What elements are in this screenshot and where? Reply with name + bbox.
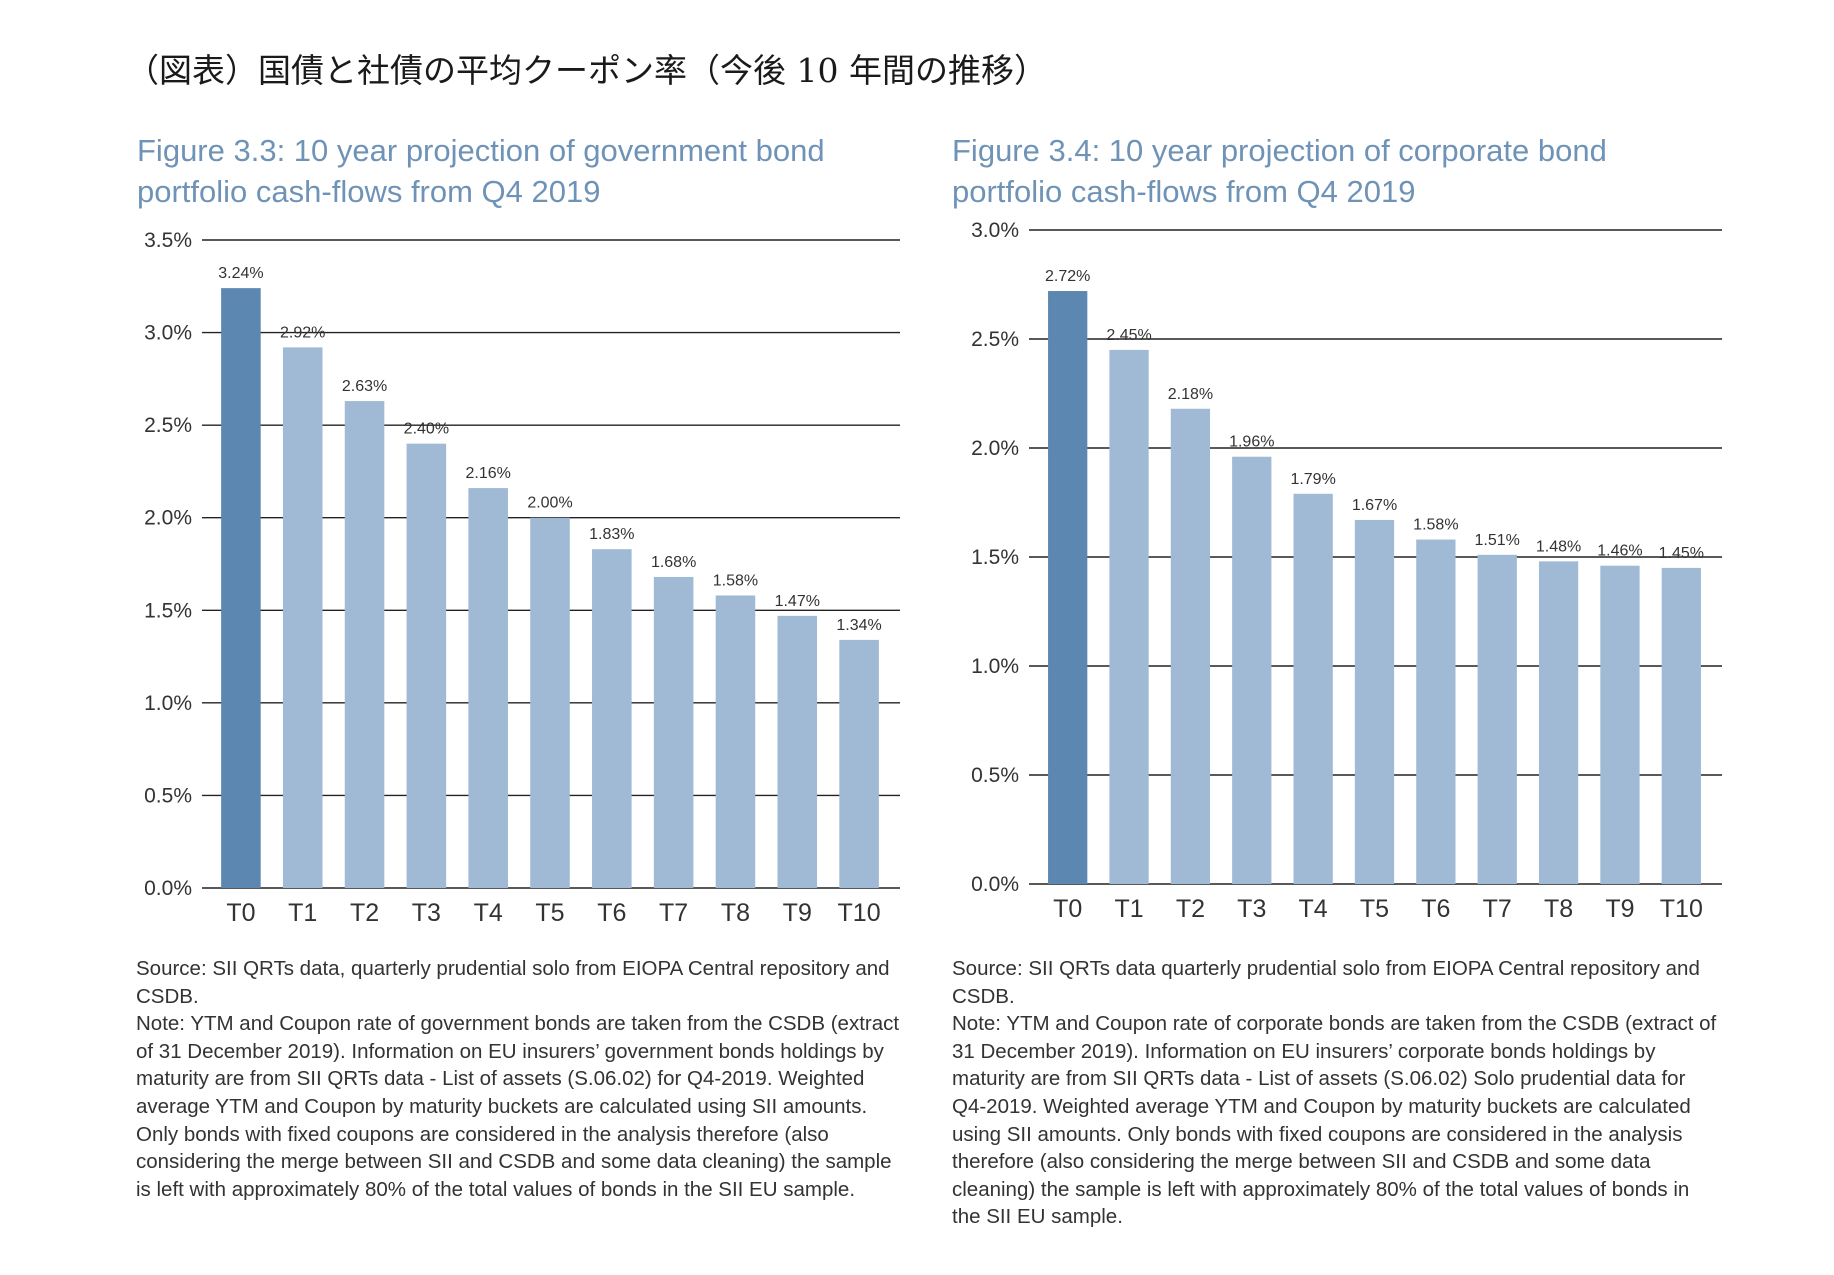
- x-tick-label: T0: [1053, 895, 1082, 923]
- bar-t9: [777, 615, 818, 888]
- x-tick-label: T4: [1299, 895, 1328, 923]
- data-label: 1.58%: [713, 572, 758, 589]
- bar-t5: [1354, 519, 1395, 884]
- y-tick-label: 0.5%: [971, 764, 1019, 787]
- data-label: 2.40%: [404, 421, 449, 438]
- data-label: 2.92%: [280, 324, 325, 341]
- bar-t7: [653, 576, 694, 888]
- bar-t8: [1538, 561, 1579, 884]
- bar-t10: [1661, 567, 1701, 884]
- bar-t6: [592, 549, 632, 888]
- y-tick-label: 3.5%: [144, 229, 192, 252]
- bar-t5: [530, 517, 570, 888]
- y-tick-label: 0.0%: [144, 877, 192, 900]
- data-label: 1.34%: [836, 617, 881, 634]
- y-tick-label: 3.0%: [144, 322, 192, 345]
- data-label: 3.24%: [218, 265, 263, 282]
- bar-t10: [839, 639, 879, 888]
- x-tick-label: T9: [1605, 895, 1634, 923]
- x-tick-label: T6: [1421, 895, 1450, 923]
- data-label: 1.46%: [1597, 543, 1642, 560]
- bar-t0: [221, 288, 261, 888]
- x-tick-label: T2: [1176, 895, 1205, 923]
- x-tick-label: T4: [474, 899, 503, 927]
- bar-t2: [1170, 408, 1211, 884]
- data-label: 2.63%: [342, 378, 387, 395]
- bar-t6: [1416, 539, 1456, 884]
- bar-t4: [1293, 493, 1333, 884]
- bar-t3: [406, 443, 447, 888]
- y-tick-label: 2.5%: [144, 414, 192, 437]
- bar-t4: [468, 488, 508, 888]
- corporate-bond-note: Note: YTM and Coupon rate of corporate b…: [952, 1012, 1717, 1229]
- x-tick-label: T2: [350, 899, 379, 927]
- government-bond-note: Note: YTM and Coupon rate of government …: [136, 1012, 900, 1201]
- government-bond-chart: 0.0% 0.5% 1.0% 1.5% 2.0% 2.5% 3.0% 3.5% 3.24% T0 2…: [144, 229, 900, 927]
- data-label: 1.45%: [1659, 545, 1704, 562]
- bar-t1: [1109, 349, 1149, 884]
- figure-3-3-title: Figure 3.3: 10 year projection of govern…: [137, 133, 825, 209]
- y-tick-label: 2.5%: [971, 328, 1019, 351]
- data-label: 1.48%: [1536, 538, 1581, 555]
- x-tick-label: T7: [1483, 895, 1512, 923]
- y-tick-label: 2.0%: [144, 507, 192, 530]
- data-label: 2.00%: [527, 495, 572, 512]
- bar-t1: [282, 347, 323, 888]
- y-tick-label: 0.0%: [971, 873, 1019, 896]
- x-tick-label: T3: [1237, 895, 1266, 923]
- bar-t2: [344, 401, 385, 888]
- y-tick-label: 1.0%: [971, 655, 1019, 678]
- corporate-bond-chart: 0.0% 0.5% 1.0% 1.5% 2.0% 2.5% 3.0% 2.72% T0 2.45%…: [971, 219, 1722, 923]
- page-title: （図表）国債と社債の平均クーポン率（今後 10 年間の推移）: [126, 51, 1047, 90]
- data-label: 2.16%: [465, 465, 510, 482]
- data-label: 2.45%: [1106, 327, 1151, 344]
- bar-t0: [1048, 291, 1088, 884]
- x-tick-label: T7: [659, 899, 688, 927]
- data-label: 1.79%: [1290, 471, 1335, 488]
- government-bond-notes: Source: SII QRTs data, quarterly prudent…: [136, 955, 906, 1203]
- corporate-bond-notes: Source: SII QRTs data quarterly prudenti…: [952, 955, 1722, 1231]
- data-label: 1.51%: [1475, 532, 1520, 549]
- x-tick-label: T8: [721, 899, 750, 927]
- data-label: 1.58%: [1413, 517, 1458, 534]
- x-tick-label: T1: [288, 899, 317, 927]
- y-tick-label: 1.5%: [971, 546, 1019, 569]
- y-tick-label: 1.5%: [144, 599, 192, 622]
- x-tick-label: T6: [597, 899, 626, 927]
- x-tick-label: T9: [783, 899, 812, 927]
- x-tick-label: T1: [1114, 895, 1143, 923]
- x-tick-label: T10: [1660, 895, 1703, 923]
- bar-t3: [1232, 456, 1272, 884]
- x-tick-label: T5: [535, 899, 564, 927]
- bar-t7: [1477, 554, 1517, 884]
- x-tick-label: T10: [838, 899, 881, 927]
- figure-3-4-title: Figure 3.4: 10 year projection of corpor…: [952, 133, 1607, 209]
- bar-t8: [715, 595, 756, 888]
- bar-t9: [1600, 565, 1640, 884]
- data-label: 2.72%: [1045, 268, 1090, 285]
- data-label: 1.47%: [775, 593, 820, 610]
- corporate-bond-source: Source: SII QRTs data quarterly prudenti…: [952, 957, 1700, 1008]
- y-tick-label: 3.0%: [971, 219, 1019, 242]
- x-tick-label: T8: [1544, 895, 1573, 923]
- x-tick-label: T3: [412, 899, 441, 927]
- data-label: 1.67%: [1352, 497, 1397, 514]
- y-tick-label: 2.0%: [971, 437, 1019, 460]
- y-tick-label: 0.5%: [144, 784, 192, 807]
- x-tick-label: T0: [226, 899, 255, 927]
- x-tick-label: T5: [1360, 895, 1389, 923]
- data-label: 2.18%: [1168, 386, 1213, 403]
- data-label: 1.83%: [589, 526, 634, 543]
- y-tick-label: 1.0%: [144, 692, 192, 715]
- data-label: 1.68%: [651, 554, 696, 571]
- data-label: 1.96%: [1229, 434, 1274, 451]
- government-bond-source: Source: SII QRTs data, quarterly prudent…: [136, 957, 890, 1008]
